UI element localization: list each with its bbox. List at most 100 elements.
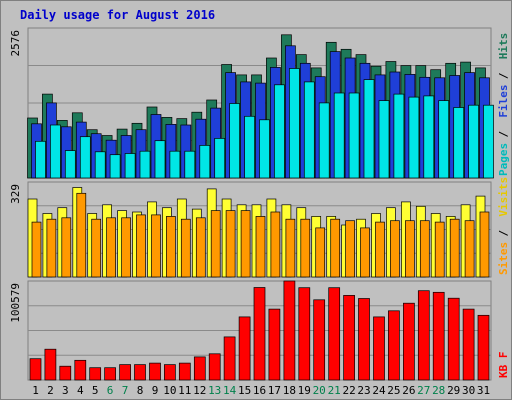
bar-kb-f-day-5: [89, 367, 102, 381]
bar-kb-f-day-9: [149, 362, 161, 381]
bar-pages-day-25: [393, 93, 405, 179]
bar-sites-day-4: [76, 192, 87, 278]
bar-pages-day-5: [94, 151, 106, 179]
bar-kb-f-day-14: [223, 336, 236, 381]
bar-kb-f-day-27: [417, 290, 430, 381]
bar-pages-day-12: [199, 145, 211, 179]
bar-sites-day-24: [375, 221, 385, 278]
x-tick-day-16: 16: [253, 384, 266, 397]
bar-pages-day-2: [50, 124, 61, 179]
x-tick-day-21: 21: [328, 384, 341, 397]
bar-kb-f-day-24: [373, 316, 385, 381]
x-tick-day-3: 3: [62, 384, 69, 397]
bar-pages-day-19: [303, 81, 315, 179]
bar-sites-day-17: [270, 211, 281, 278]
bar-kb-f-day-7: [119, 364, 131, 381]
x-tick-day-10: 10: [163, 384, 176, 397]
bar-kb-f-day-22: [343, 295, 355, 381]
bar-pages-day-21: [333, 92, 345, 179]
bar-sites-day-9: [151, 214, 161, 278]
bar-pages-day-18: [289, 68, 300, 179]
bar-kb-f-day-3: [59, 365, 72, 381]
bar-kb-f-day-15: [238, 316, 251, 381]
bar-kb-f-day-31: [477, 314, 490, 381]
panel-legend: Pages / Files / Hits: [497, 33, 510, 176]
x-tick-day-6: 6: [107, 384, 114, 397]
bar-pages-day-24: [378, 100, 390, 179]
x-tick-day-23: 23: [357, 384, 370, 397]
panel-kbytes: 100579 KB F: [9, 280, 510, 381]
legend-label-visits: Visits: [497, 177, 510, 217]
bar-pages-day-11: [184, 150, 196, 179]
x-tick-day-9: 9: [152, 384, 159, 397]
bar-sites-day-20: [315, 227, 326, 278]
x-tick-day-1: 1: [32, 384, 39, 397]
x-tick-day-17: 17: [268, 384, 281, 397]
bar-sites-day-7: [121, 217, 131, 278]
bar-sites-day-13: [210, 210, 221, 278]
bar-sites-day-28: [434, 221, 445, 278]
bar-pages-day-28: [438, 100, 450, 179]
bar-sites-day-14: [225, 210, 236, 278]
bar-kb-f-day-18: [283, 280, 296, 381]
bar-pages-day-9: [154, 140, 166, 179]
x-tick-day-7: 7: [122, 384, 129, 397]
y-max-label: 2576: [9, 30, 22, 57]
x-tick-day-24: 24: [372, 384, 386, 397]
bar-sites-day-25: [390, 220, 400, 278]
bar-pages-day-3: [64, 150, 76, 179]
bar-sites-day-21: [330, 218, 341, 278]
bar-sites-day-29: [449, 218, 460, 278]
bar-sites-day-18: [285, 218, 296, 278]
bar-kb-f-day-8: [134, 364, 146, 381]
bar-pages-day-27: [423, 95, 435, 179]
series-sites: [31, 192, 490, 278]
bar-kb-f-day-13: [208, 353, 221, 381]
x-tick-day-29: 29: [447, 384, 460, 397]
series-pages: [35, 68, 494, 179]
bar-pages-day-14: [229, 103, 240, 179]
y-max-label: 100579: [9, 283, 22, 323]
bar-pages-day-10: [169, 150, 181, 179]
bar-pages-day-17: [274, 84, 285, 179]
bar-kb-f-day-21: [328, 287, 341, 381]
bar-pages-day-29: [453, 107, 465, 179]
legend-separator: /: [497, 131, 510, 138]
bar-kb-f-day-1: [29, 358, 42, 381]
bar-sites-day-2: [46, 218, 57, 278]
bar-sites-day-1: [31, 221, 42, 278]
x-tick-day-11: 11: [178, 384, 191, 397]
bar-pages-day-31: [483, 104, 494, 179]
x-tick-day-18: 18: [283, 384, 296, 397]
x-tick-day-8: 8: [137, 384, 144, 397]
panel-legend: KB F: [497, 352, 510, 379]
bar-pages-day-1: [35, 140, 46, 179]
bar-sites-day-16: [255, 216, 266, 278]
bar-pages-day-26: [408, 96, 420, 179]
bar-kb-f-day-20: [313, 299, 326, 381]
bar-kb-f-day-16: [253, 287, 266, 381]
bar-kb-f-day-6: [104, 367, 116, 381]
x-tick-day-26: 26: [402, 384, 415, 397]
chart-title: Daily usage for August 2016: [20, 8, 215, 22]
bar-sites-day-8: [136, 214, 146, 278]
bar-sites-day-5: [91, 218, 102, 278]
bar-pages-day-23: [363, 79, 375, 179]
legend-label-kb-f: KB F: [497, 352, 510, 379]
legend-label-hits: Hits: [497, 33, 510, 60]
x-tick-day-4: 4: [77, 384, 84, 397]
bar-sites-day-31: [479, 211, 490, 278]
bar-pages-day-30: [468, 104, 479, 179]
bar-pages-day-20: [318, 102, 330, 179]
bar-sites-day-11: [180, 218, 191, 278]
bar-kb-f-day-2: [44, 348, 57, 381]
bar-pages-day-7: [124, 153, 136, 179]
bar-sites-day-6: [106, 217, 116, 278]
bar-sites-day-22: [345, 220, 355, 278]
bar-kb-f-day-28: [432, 291, 445, 381]
bar-kb-f-day-23: [358, 298, 370, 381]
x-tick-day-27: 27: [417, 384, 430, 397]
x-tick-day-28: 28: [432, 384, 445, 397]
